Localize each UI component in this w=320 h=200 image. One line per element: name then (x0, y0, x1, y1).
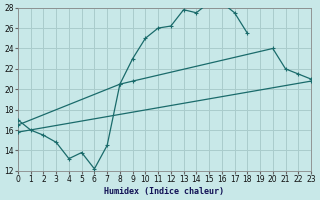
X-axis label: Humidex (Indice chaleur): Humidex (Indice chaleur) (105, 187, 225, 196)
